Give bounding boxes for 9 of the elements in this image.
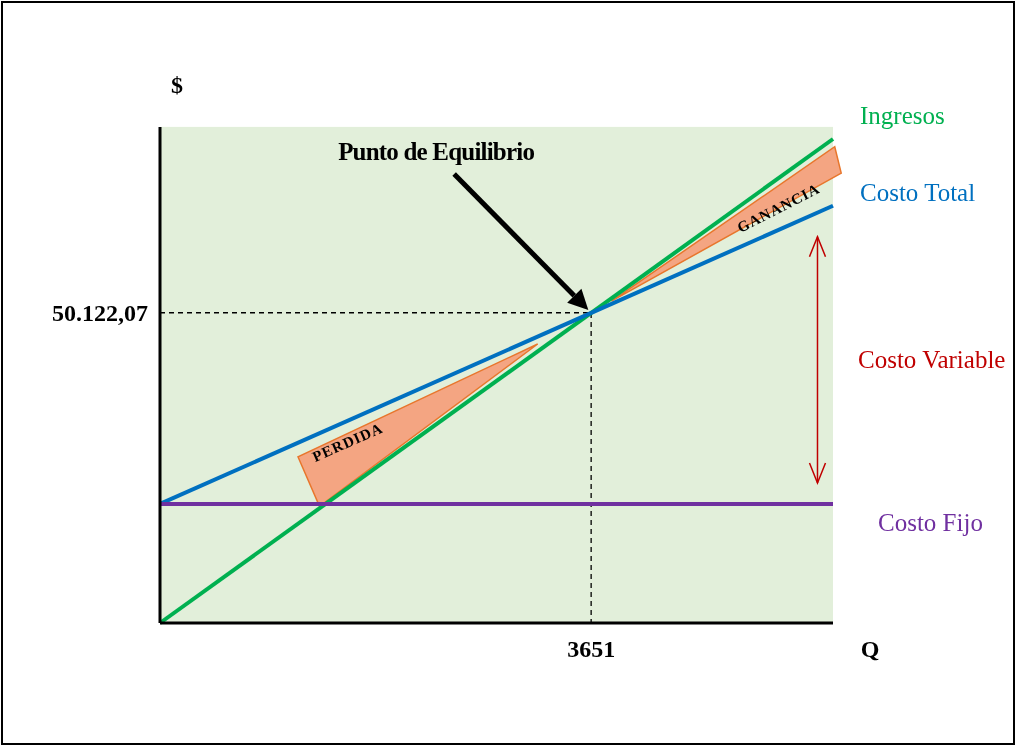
annotation: Costo Variable [858, 345, 1006, 373]
series-label: Costo Total [860, 178, 976, 206]
annotation: 50.122,07 [52, 299, 148, 326]
series-label: Costo Fijo [878, 508, 983, 536]
series-label: Ingresos [860, 102, 945, 129]
text: 3651 [567, 636, 616, 662]
y-axis-title: $ [171, 72, 183, 98]
annotation: Punto de Equilibrio [338, 138, 535, 165]
x-axis-title: Q [860, 636, 880, 662]
